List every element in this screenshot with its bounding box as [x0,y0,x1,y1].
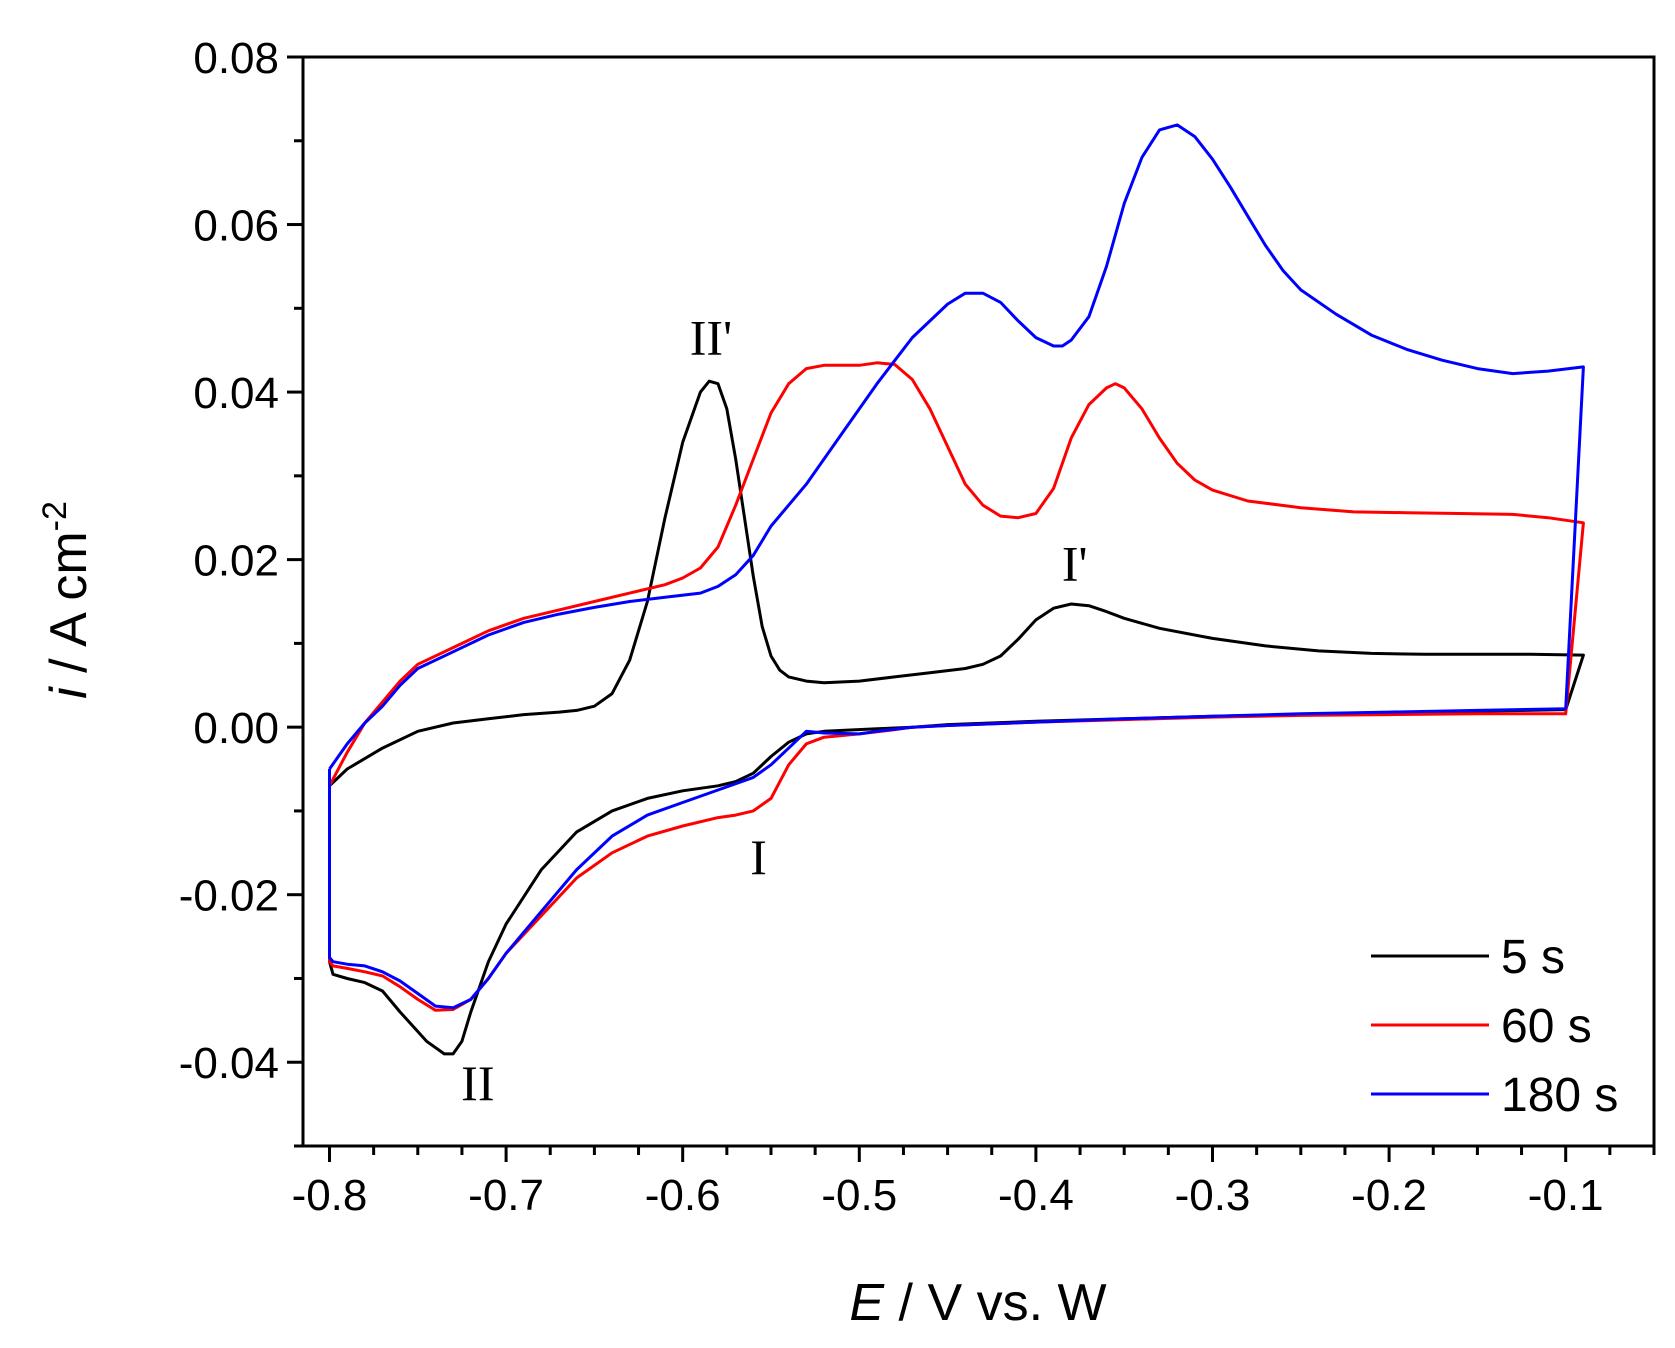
y-tick-label: 0.00 [193,704,279,753]
peak-label: I [750,829,767,885]
peak-annotations: II'I'III [461,309,1087,1111]
series-line-60s [328,361,1585,1012]
x-axis-title-rest: / V vs. W [884,1274,1106,1332]
y-axis-title-italic: i [40,686,98,699]
y-axis-title: i / A cm-2 [36,501,98,699]
plot-frame [301,55,1656,1148]
series-line-180s [328,123,1585,1010]
series-line-5s [328,379,1585,1056]
major-ticks [287,55,1568,1162]
x-axis-title: E / V vs. W [849,1274,1106,1332]
peak-label: II' [690,309,732,365]
legend-label: 5 s [1501,931,1565,984]
y-tick-label: 0.04 [193,369,279,418]
x-tick-labels: -0.8 -0.7 -0.6 -0.5 -0.4 -0.3 -0.2 -0.1 [292,1171,1604,1220]
x-tick-label: -0.2 [1351,1171,1427,1220]
y-axis-title-rest: / A cm [40,531,98,687]
x-tick-label: -0.6 [645,1171,721,1220]
x-tick-label: -0.8 [292,1171,368,1220]
peak-label: I' [1062,536,1088,592]
x-tick-label: -0.3 [1175,1171,1251,1220]
x-axis-title-italic: E [849,1274,885,1332]
y-tick-label: -0.02 [179,872,279,921]
y-tick-labels: -0.04 -0.02 0.00 0.02 0.04 0.06 0.08 [179,34,279,1088]
legend-label: 180 s [1501,1069,1618,1122]
legend-label: 60 s [1501,1000,1592,1053]
peak-label: II [461,1055,494,1111]
x-tick-label: -0.7 [468,1171,544,1220]
y-tick-label: 0.02 [193,537,279,586]
y-axis-title-superscript: -2 [36,501,74,531]
x-tick-label: -0.4 [998,1171,1074,1220]
y-tick-label: -0.04 [179,1039,279,1088]
series-layer [328,123,1585,1056]
x-tick-label: -0.5 [821,1171,897,1220]
y-tick-label: 0.06 [193,202,279,251]
legend: 5 s 60 s 180 s [1371,931,1618,1122]
y-tick-label: 0.08 [193,34,279,83]
x-tick-label: -0.1 [1528,1171,1604,1220]
